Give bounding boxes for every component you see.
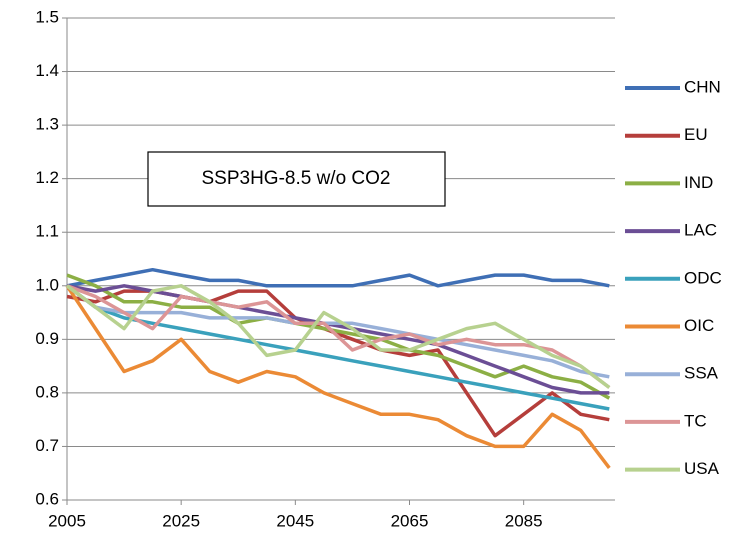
series-line <box>66 284 610 395</box>
x-tick-label: 2045 <box>276 511 314 530</box>
x-tick-label: 2085 <box>505 511 543 530</box>
legend-label: USA <box>684 459 720 478</box>
legend-label: IND <box>684 173 713 192</box>
legend-label: ODC <box>684 268 722 287</box>
legend-label: TC <box>684 411 707 430</box>
legend-label: SSA <box>684 364 719 383</box>
series-line <box>66 284 611 389</box>
legend-label: LAC <box>684 221 717 240</box>
y-tick-label: 0.9 <box>35 329 59 348</box>
x-tick-label: 2025 <box>162 511 200 530</box>
series-line <box>66 273 611 400</box>
y-tick-label: 1.4 <box>35 61 59 80</box>
y-tick-label: 1.1 <box>35 222 59 241</box>
series-line <box>65 284 611 469</box>
y-tick-label: 0.8 <box>35 382 59 401</box>
y-tick-label: 1.0 <box>35 275 59 294</box>
legend-label: OIC <box>684 316 714 335</box>
x-tick-label: 2005 <box>48 511 86 530</box>
legend-label: CHN <box>684 77 721 96</box>
legend-label: EU <box>684 125 708 144</box>
series-line <box>65 284 610 411</box>
y-tick-label: 0.6 <box>35 489 59 508</box>
y-tick-label: 1.2 <box>35 168 59 187</box>
y-tick-label: 1.3 <box>35 115 59 134</box>
annotation-box <box>147 151 446 207</box>
y-tick-label: 0.7 <box>35 436 59 455</box>
y-tick-label: 1.5 <box>35 7 59 26</box>
series-line <box>65 284 611 389</box>
series-line <box>65 284 610 379</box>
x-tick-label: 2065 <box>391 511 429 530</box>
series-line <box>66 267 610 288</box>
annotation: SSP3HG-8.5 w/o CO2 <box>201 168 390 189</box>
